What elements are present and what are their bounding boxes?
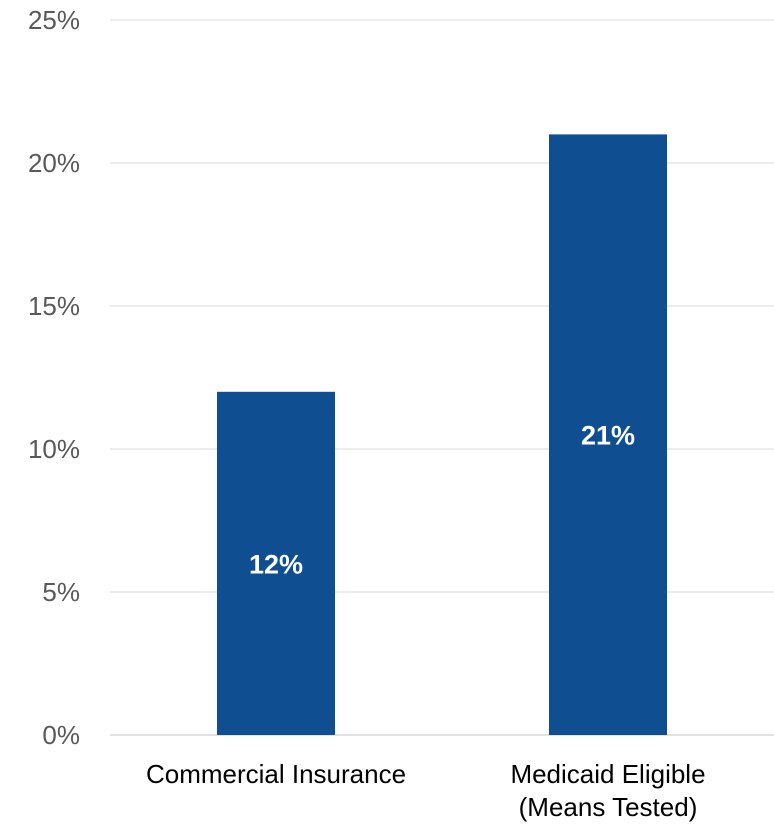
x-category-label: Commercial Insurance [146,759,406,789]
y-tick-label: 5% [42,577,80,607]
data-label: 12% [249,549,303,579]
data-labels: 12% 21% [249,421,635,580]
bar [217,391,335,735]
y-tick-label: 25% [28,5,80,35]
bar [549,134,667,735]
x-category-label: Medicaid Eligible [510,759,705,789]
y-tick-label: 0% [42,720,80,750]
x-axis-categories: Commercial Insurance Medicaid Eligible(Me… [146,759,706,822]
data-label: 21% [581,421,635,451]
y-tick-label: 10% [28,434,80,464]
x-category-label: (Means Tested) [519,792,698,822]
y-tick-label: 15% [28,291,80,321]
y-axis-ticks: 0% 5% 10% 15% 20% 25% [28,5,80,750]
bars [217,134,667,735]
y-tick-label: 20% [28,148,80,178]
gridlines [110,19,774,736]
